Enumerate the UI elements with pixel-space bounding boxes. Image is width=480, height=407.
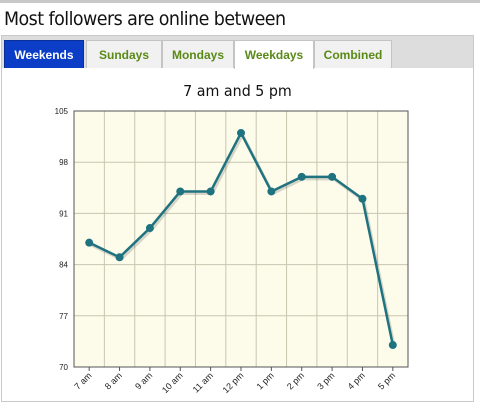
- y-tick-label: 70: [59, 363, 68, 372]
- tab-sundays[interactable]: Sundays: [86, 40, 162, 68]
- y-tick-label: 77: [59, 312, 68, 321]
- data-point: [358, 194, 367, 203]
- tab-mondays[interactable]: Mondays: [162, 40, 234, 68]
- tab-weekends[interactable]: Weekends: [4, 40, 84, 68]
- x-tick-label: 11 am: [191, 370, 215, 394]
- y-tick-label: 91: [59, 209, 68, 218]
- x-tick-label: 7 am: [72, 370, 93, 391]
- top-divider: [0, 0, 480, 3]
- tab-bar: Weekends Sundays Mondays Weekdays Combin…: [2, 36, 473, 69]
- data-point: [85, 238, 94, 247]
- data-point: [176, 187, 185, 196]
- plot-area: [74, 111, 408, 367]
- x-tick-label: 12 pm: [221, 370, 246, 395]
- data-point: [145, 224, 154, 233]
- x-tick-label: 3 pm: [315, 370, 336, 391]
- data-point: [328, 172, 337, 181]
- y-tick-label: 105: [55, 107, 69, 116]
- page-heading: Most followers are online between: [4, 8, 286, 30]
- x-tick-label: 2 pm: [285, 370, 306, 391]
- tab-combined[interactable]: Combined: [314, 40, 392, 68]
- data-point: [297, 172, 306, 181]
- data-point: [206, 187, 215, 196]
- data-point: [237, 128, 245, 137]
- x-tick-label: 4 pm: [346, 370, 367, 391]
- x-tick-label: 5 pm: [376, 370, 397, 391]
- x-tick-label: 8 am: [103, 370, 124, 391]
- x-tick-label: 9 am: [133, 370, 154, 391]
- data-point: [267, 187, 276, 196]
- tab-weekdays[interactable]: Weekdays: [234, 40, 314, 69]
- x-tick-label: 1 pm: [255, 370, 276, 391]
- data-point: [388, 341, 397, 350]
- y-tick-label: 98: [59, 158, 68, 167]
- data-point: [115, 253, 124, 262]
- y-tick-label: 84: [59, 261, 68, 270]
- chart-title: 7 am and 5 pm: [183, 82, 292, 100]
- plot-border: [73, 110, 409, 368]
- x-tick-label: 10 am: [160, 370, 185, 395]
